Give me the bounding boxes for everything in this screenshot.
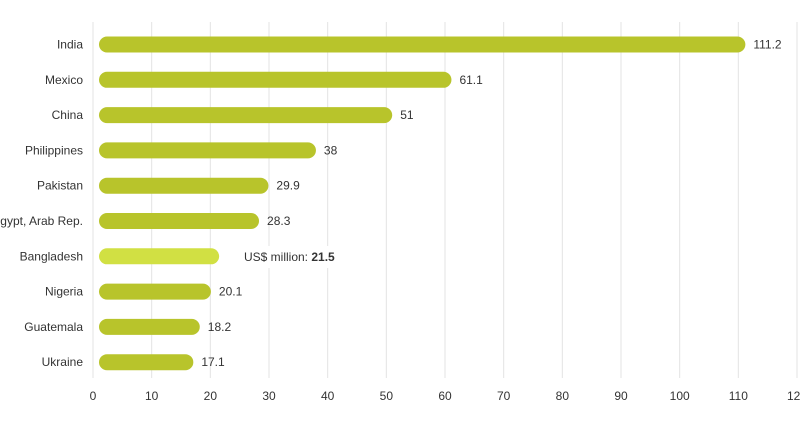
tooltip-value: 21.5 [311,250,335,264]
category-labels: India Mexico China Philippines Pakistan Egypt… [0,38,83,370]
x-tick-label: 90 [614,389,628,403]
value-labels: 111.2 61.1 51 38 29.9 28.3 20.1 18.2 17.1 [201,38,782,370]
category-label: Pakistan [37,179,83,193]
category-label: China [52,108,84,122]
x-tick-label: 30 [262,389,276,403]
bar[interactable] [99,354,194,371]
data-label: 18.2 [208,320,232,334]
data-label: 29.9 [276,179,300,193]
x-axis-ticks: 0 10 20 30 40 50 60 70 80 90 100 110 120 [90,389,800,403]
bar[interactable] [99,248,220,265]
category-label: India [57,38,83,52]
tooltip-prefix: US$ million: [244,250,311,264]
bars [99,36,746,371]
x-tick-label: 70 [497,389,511,403]
category-label: Egypt, Arab Rep. [0,214,83,228]
data-label: 111.2 [753,38,782,52]
bar[interactable] [99,36,746,53]
x-tick-label: 80 [556,389,570,403]
x-tick-label: 20 [204,389,218,403]
data-label: 28.3 [267,214,291,228]
category-label: Philippines [25,143,83,157]
tooltip-text: US$ million: 21.5 [244,250,335,264]
tooltip-background [236,246,346,268]
category-label: Ukraine [42,355,84,369]
data-label: 38 [324,143,338,157]
x-tick-label: 120 [787,389,800,403]
bar[interactable] [99,318,200,335]
bar[interactable] [99,107,393,124]
x-tick-label: 110 [729,389,748,403]
x-tick-label: 100 [670,389,690,403]
x-tick-label: 40 [321,389,335,403]
bar[interactable] [99,142,316,159]
tooltip: US$ million: 21.5 [236,246,346,268]
category-label: Nigeria [45,285,83,299]
category-label: Bangladesh [20,249,83,263]
bar[interactable] [99,213,260,229]
data-label: 61.1 [459,73,483,87]
bar[interactable] [99,71,452,88]
data-label: 17.1 [201,355,225,369]
bar[interactable] [99,177,269,194]
x-tick-label: 10 [145,389,159,403]
data-label: 51 [400,108,414,122]
x-tick-label: 60 [438,389,452,403]
category-label: Guatemala [24,320,83,334]
x-tick-label: 50 [380,389,394,403]
x-tick-label: 0 [90,389,97,403]
category-label: Mexico [45,73,83,87]
bar[interactable] [99,283,211,300]
data-label: 20.1 [219,285,243,299]
